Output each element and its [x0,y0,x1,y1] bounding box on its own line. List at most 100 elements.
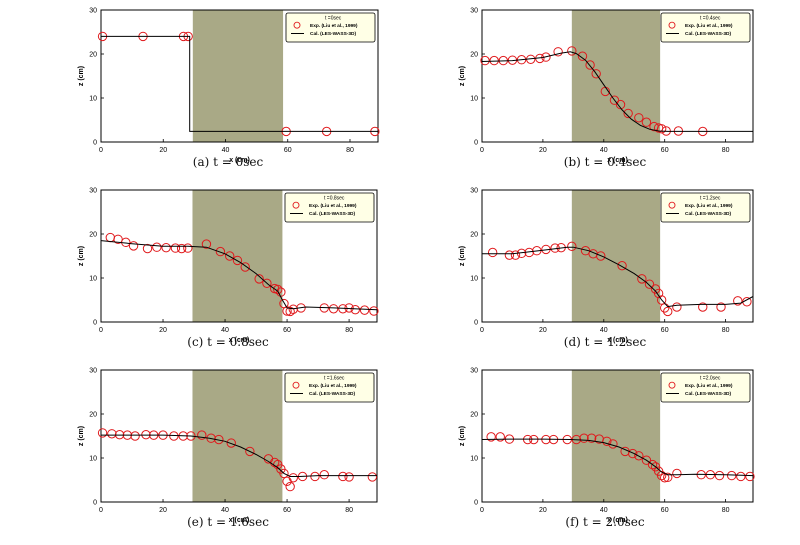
x-axis-label: x (cm) [229,337,250,344]
x-tick-label: 80 [722,327,730,334]
panel-6: 0 20 40 60 80 0 10 20 30 x (cm) z (cm) t =2.0secExp… [459,368,755,524]
calculated-line [481,438,754,477]
experimental-point [338,471,348,482]
legend-time-label: t =1.2sec [700,196,721,202]
calculated-line [100,240,378,311]
legend-entry: Cal. (LES-WASS-3D) [310,31,357,37]
plot-frame [481,189,754,323]
experimental-point [232,255,243,266]
x-tick-label: 20 [539,507,547,514]
x-tick-label: 40 [221,327,229,334]
experimental-point [585,60,595,70]
legend-box [284,372,375,403]
x-axis-label: x (cm) [229,517,250,524]
y-tick-label: 0 [93,500,97,507]
experimental-point [637,274,647,284]
experimental-point [596,251,606,261]
y-tick-label: 0 [93,140,97,147]
x-tick-label: 60 [284,147,292,154]
experimental-point [486,432,496,442]
experimental-point [328,304,339,314]
legend-entry: Exp. (Liu et al., 1999) [309,383,357,389]
experimental-point [130,431,140,441]
calculated-line [481,51,753,132]
experimental-point [510,250,521,260]
x-axis-label: x (cm) [229,157,250,164]
experimental-point [672,302,682,312]
experimental-point [240,262,250,272]
panel-caption: (f) t = 2.0sec [565,515,645,529]
x-tick-label: 0 [480,507,484,514]
y-axis-label: z (cm) [78,66,85,86]
experimental-point [215,246,226,257]
experimental-point [591,69,601,79]
experimental-point [288,473,298,483]
plot-frame [100,189,378,323]
legend-entry: Cal. (LES-WASS-3D) [685,391,732,397]
legend-time-label: t =0sec [325,16,342,22]
y-tick-label: 0 [474,320,478,327]
x-tick-label: 40 [221,507,229,514]
x-tick-label: 40 [600,327,608,334]
legend-entry: Exp. (Liu et al., 1999) [309,203,357,209]
x-tick-label: 20 [159,147,167,154]
y-tick-label: 10 [89,96,97,103]
legend-marker-swatch [668,21,676,29]
experimental-point [647,459,658,470]
legend-marker-swatch [668,381,676,389]
experimental-point [344,472,354,482]
legend-entry: Exp. (Liu et al., 1999) [685,23,733,29]
y-tick-label: 30 [89,188,97,195]
x-tick-label: 0 [99,507,103,514]
experimental-point [105,232,116,243]
porous-region [571,370,661,502]
legend-marker-swatch [293,21,301,29]
experimental-point [716,302,726,312]
legend-box [660,372,751,403]
x-tick-label: 80 [346,147,354,154]
experimental-point [634,113,644,123]
panel-2: 0 20 40 60 80 0 10 20 30 x (cm) z (cm) t =0.4secExp… [459,8,754,164]
x-tick-label: 60 [661,507,669,514]
legend-entry: Cal. (LES-WASS-3D) [309,211,356,217]
y-axis-label: z (cm) [78,426,85,446]
legend-entry: Exp. (Liu et al., 1999) [685,203,733,209]
experimental-point [609,95,620,105]
experimental-point [161,242,171,253]
experimental-point [245,446,255,457]
experimental-point [714,470,725,481]
legend-entry: Cal. (LES-WASS-3D) [685,211,732,217]
legend-time-label: t =2.0sec [700,376,721,382]
experimental-point [319,470,329,480]
experimental-point [359,305,370,315]
x-tick-label: 40 [222,147,230,154]
porous-region [571,10,661,142]
y-tick-label: 20 [470,52,478,59]
experimental-point [733,296,743,306]
experimental-point [128,241,139,251]
y-tick-label: 30 [89,8,97,15]
experimental-point [285,306,295,317]
experimental-point [495,432,505,442]
legend-time-label: t =0.8sec [324,196,345,202]
x-tick-label: 0 [99,327,103,334]
legend-box [660,192,751,223]
experimental-point [369,306,379,316]
y-tick-label: 20 [89,232,97,239]
x-tick-label: 0 [480,327,484,334]
experimental-point [567,241,577,252]
y-tick-label: 10 [470,276,478,283]
legend-box [284,192,375,223]
experimental-point [310,471,320,482]
experimental-point [367,472,378,482]
x-axis-label: x (cm) [607,337,628,344]
experimental-point [113,234,123,244]
plot-frame [481,369,754,503]
legend-time-label: t =0.4sec [700,16,721,22]
